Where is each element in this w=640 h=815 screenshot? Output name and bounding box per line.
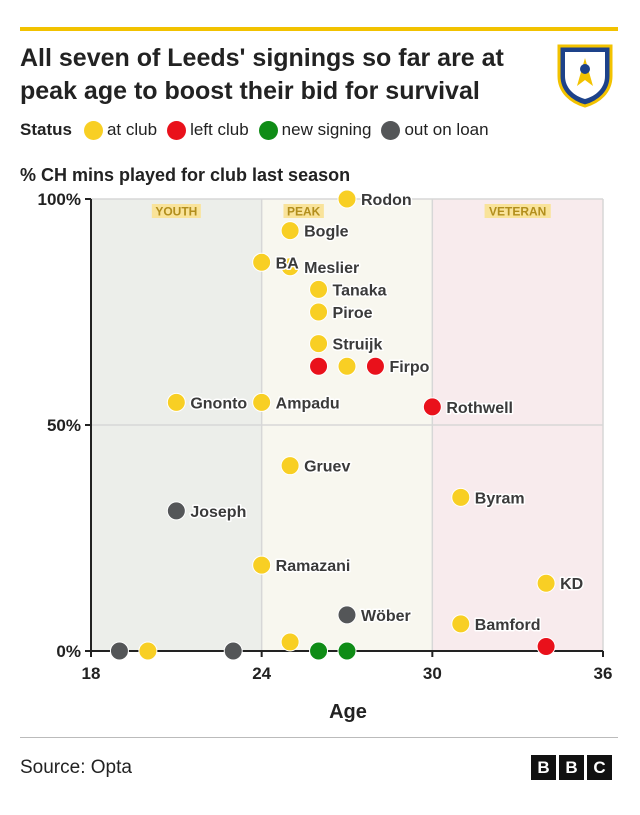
data-point-unlabelled: [309, 356, 329, 376]
legend-item-out-on-loan: out on loan: [381, 120, 489, 140]
data-point-struijk: [309, 334, 329, 354]
data-point-unlabelled: [223, 641, 243, 661]
data-point-rodon: [337, 189, 357, 209]
x-axis-title: Age: [329, 701, 367, 723]
data-label: Rothwell: [446, 400, 513, 417]
data-label: Joseph: [190, 504, 246, 521]
data-label: KD: [560, 576, 583, 593]
legend-item-new-signing: new signing: [258, 120, 372, 140]
y-axis-title: % CH mins played for club last season: [20, 165, 351, 185]
data-point-rothwell: [422, 397, 442, 417]
y-tick-label: 0%: [56, 642, 81, 661]
data-point-unlabelled: [337, 641, 357, 661]
data-point-ramazani: [252, 555, 272, 575]
data-point-unlabelled: [280, 632, 300, 652]
data-label: Byram: [475, 490, 525, 507]
legend-item-at-club: at club: [83, 120, 158, 140]
data-point-meslier: [280, 257, 300, 277]
data-label: Rodon: [361, 192, 412, 209]
zone-label: PEAK: [287, 205, 321, 219]
data-point-unlabelled: [536, 636, 556, 656]
data-label: Bamford: [475, 617, 541, 634]
legend-item-left-club: left club: [167, 120, 249, 140]
x-tick-label: 18: [82, 664, 101, 683]
y-tick-label: 100%: [38, 190, 81, 209]
scatter-chart: YOUTH PEAK VETERAN 0% 50% 100% 18 24 30 36 Age Rodo…: [38, 189, 613, 723]
data-point-unlabelled: [138, 641, 158, 661]
bbc-logo-letter: B: [559, 755, 584, 780]
data-point-ampadu: [252, 392, 272, 412]
legend-dot: [167, 120, 187, 140]
data-label: Meslier: [304, 260, 359, 277]
zone-label: VETERAN: [489, 205, 546, 219]
data-point-bamford: [451, 614, 471, 634]
data-point-unlabelled: [337, 356, 357, 376]
zone-label-bg: [283, 204, 324, 218]
data-point-bogle: [280, 221, 300, 241]
legend-dot: [83, 120, 103, 140]
bbc-logo-letter: B: [531, 755, 556, 780]
data-point-joseph: [166, 501, 186, 521]
data-label: Wöber: [361, 608, 411, 625]
top-accent-bar: [20, 27, 618, 31]
data-label: Firpo: [389, 359, 429, 376]
data-point-firpo: [365, 356, 385, 376]
data-point-tanaka: [309, 279, 329, 299]
data-label: Bogle: [304, 224, 349, 241]
data-label: Struijk: [333, 337, 383, 354]
y-tick-label: 50%: [47, 416, 81, 435]
legend-dot: [258, 120, 278, 140]
data-point-gnonto: [166, 392, 186, 412]
x-tick-label: 36: [594, 664, 613, 683]
legend: Status at club left club new signing out…: [20, 118, 499, 142]
leeds-crest-icon: [557, 44, 613, 108]
data-label: Tanaka: [333, 282, 387, 299]
legend-dot: [381, 120, 401, 140]
data-point-byram: [451, 487, 471, 507]
legend-title: Status: [20, 120, 72, 139]
data-label: Ramazani: [276, 558, 351, 575]
data-label: Ampadu: [276, 395, 340, 412]
zone-label-bg: [151, 204, 201, 218]
data-point-unlabelled: [109, 641, 129, 661]
data-point-w-ber: [337, 605, 357, 625]
source-note: Source: Opta: [20, 757, 132, 778]
legend-label: left club: [190, 120, 249, 139]
zone-label-bg: [484, 204, 551, 218]
x-tick-label: 30: [423, 664, 442, 683]
bbc-logo-letter: C: [587, 755, 612, 780]
data-point-gruev: [280, 456, 300, 476]
data-point-unlabelled: [309, 641, 329, 661]
legend-label: new signing: [281, 120, 372, 139]
data-label: Gruev: [304, 459, 350, 476]
x-tick-label: 24: [252, 664, 271, 683]
bbc-logo: B B C: [531, 755, 612, 780]
chart-title: All seven of Leeds' signings so far are …: [20, 44, 504, 105]
data-point-kd: [536, 573, 556, 593]
data-point-ba: [252, 252, 272, 272]
data-label: Piroe: [333, 305, 373, 322]
data-label: BA: [276, 255, 300, 272]
data-label: Gnonto: [190, 395, 247, 412]
data-point-piroe: [309, 302, 329, 322]
legend-label: at club: [106, 120, 158, 139]
footer-divider: [20, 737, 618, 738]
legend-label: out on loan: [404, 120, 489, 139]
zone-label: YOUTH: [155, 205, 197, 219]
